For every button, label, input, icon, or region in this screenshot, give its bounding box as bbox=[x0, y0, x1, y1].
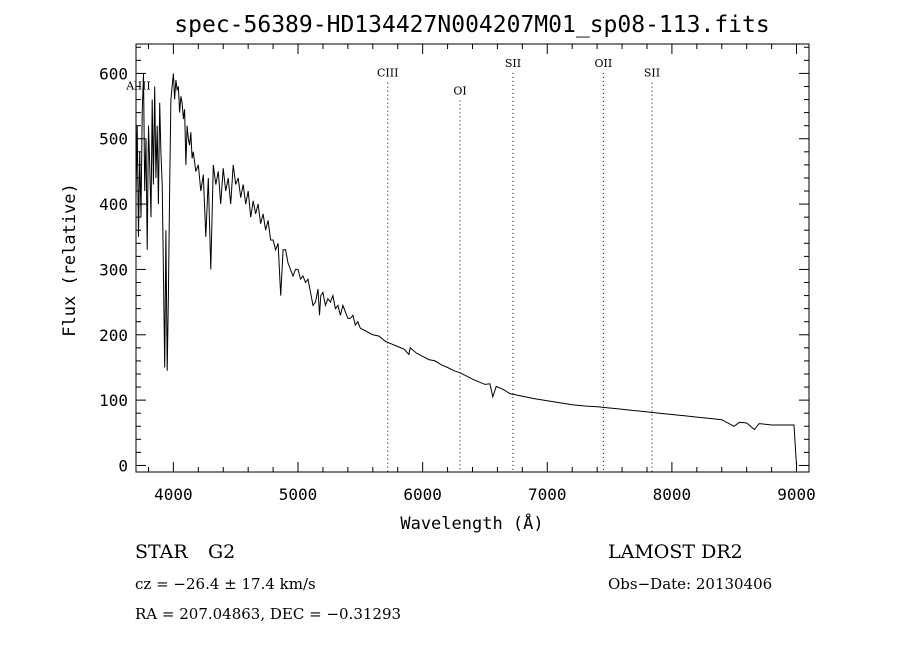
spectrum-line bbox=[135, 73, 797, 466]
object-subclass: G2 bbox=[208, 541, 236, 563]
y-tick-label: 0 bbox=[118, 456, 128, 475]
x-tick-label: 6000 bbox=[403, 485, 442, 504]
y-tick-label: 500 bbox=[99, 130, 128, 149]
y-axis-label: Flux (relative) bbox=[60, 183, 80, 337]
y-tick-label: 200 bbox=[99, 326, 128, 345]
y-tick-label: 300 bbox=[99, 260, 128, 279]
x-tick-label: 7000 bbox=[528, 485, 567, 504]
annotation-label: SII bbox=[505, 57, 521, 70]
x-tick-label: 5000 bbox=[279, 485, 318, 504]
y-tick-label: 100 bbox=[99, 391, 128, 410]
x-tick-label: 9000 bbox=[777, 485, 816, 504]
object-class: STAR bbox=[135, 541, 188, 563]
chart-title: spec-56389-HD134427N004207M01_sp08-113.f… bbox=[174, 12, 769, 38]
x-tick-label: 4000 bbox=[154, 485, 193, 504]
y-tick-label: 600 bbox=[99, 64, 128, 83]
annotation-label: SII bbox=[644, 67, 660, 80]
y-tick-label: 400 bbox=[99, 195, 128, 214]
annotation-label: OI bbox=[453, 84, 466, 97]
x-axis-label: Wavelength (Å) bbox=[400, 512, 543, 534]
coordinates: RA = 207.04863, DEC = −0.31293 bbox=[135, 605, 402, 623]
redshift-velocity: cz = −26.4 ± 17.4 km/s bbox=[135, 575, 316, 593]
annotation-label: CIII bbox=[377, 67, 398, 80]
axis-ticks: 4000 5000 6000 7000 8000 9000 0 100 200 300 400 500… bbox=[99, 44, 816, 504]
observation-date: Obs−Date: 20130406 bbox=[608, 575, 773, 593]
plot-frame bbox=[135, 43, 810, 473]
survey-name: LAMOST DR2 bbox=[608, 541, 743, 563]
x-tick-label: 8000 bbox=[653, 485, 692, 504]
annotation-label: OII bbox=[595, 57, 613, 70]
